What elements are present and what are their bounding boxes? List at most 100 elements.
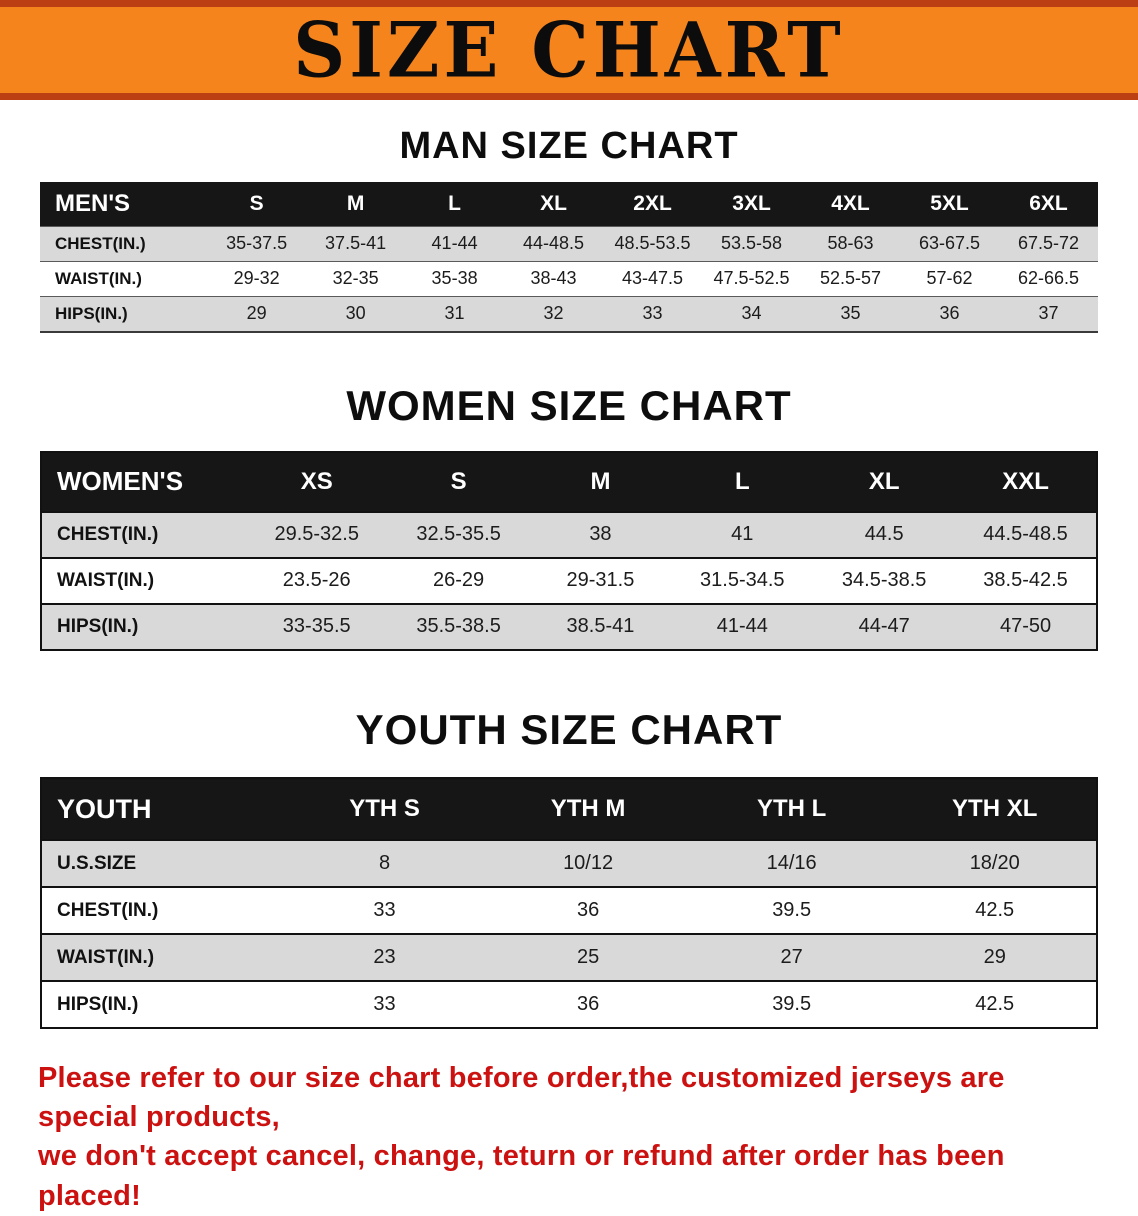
women-size-table: WOMEN'S XS S M L XL XXL CHEST(IN.) 29.5-32.5 32.5…	[40, 450, 1098, 651]
size-value-cell: 35-37.5	[226, 233, 288, 254]
size-value-cell: 35	[840, 303, 861, 324]
size-value-cell: 53.5-58	[720, 233, 783, 254]
row-label: CHEST(IN.)	[57, 523, 159, 545]
size-value-cell: 44.5-48.5	[983, 523, 1068, 546]
size-column-header: YTH L	[756, 795, 827, 823]
size-value-cell: 39.5	[772, 993, 812, 1016]
size-column-header: XS	[300, 467, 333, 495]
size-value-cell: 44.5	[864, 523, 904, 546]
size-value-cell: 8	[378, 852, 391, 875]
disclaimer-line-1: Please refer to our size chart before or…	[38, 1062, 1005, 1134]
table-row: WAIST(IN.) 23 25 27 29	[41, 934, 1097, 982]
size-column-header: 4XL	[831, 191, 870, 215]
size-value-cell: 38.5-42.5	[983, 569, 1068, 592]
row-label: CHEST(IN.)	[57, 899, 159, 921]
size-value-cell: 37.5-41	[325, 233, 387, 254]
table-row: WAIST(IN.) 23.5-26 26-29 29-31.5 31.5-34.5 34…	[41, 557, 1097, 604]
size-value-cell: 32.5-35.5	[416, 523, 501, 546]
size-value-cell: 67.5-72	[1017, 233, 1080, 254]
size-value-cell: 29-31.5	[566, 569, 635, 592]
row-label: HIPS(IN.)	[55, 303, 128, 323]
table-row: HIPS(IN.) 29 30 31 32 33 34 35 36 37	[40, 296, 1098, 332]
size-value-cell: 48.5-53.5	[614, 233, 691, 254]
size-column-header: YTH XL	[952, 795, 1038, 823]
row-label: CHEST(IN.)	[55, 233, 146, 253]
size-value-cell: 25	[576, 946, 600, 969]
table-corner-label: YOUTH	[57, 793, 152, 824]
size-value-cell: 36	[576, 899, 600, 922]
table-row: CHEST(IN.) 29.5-32.5 32.5-35.5 38 41 44.5 44.5…	[41, 511, 1097, 558]
size-value-cell: 42.5	[975, 899, 1015, 922]
disclaimer-line-2: we don't accept cancel, change, teturn o…	[38, 1140, 1005, 1212]
size-value-cell: 32-35	[332, 268, 379, 289]
table-row: CHEST(IN.) 33 36 39.5 42.5	[41, 887, 1097, 934]
table-row: U.S.SIZE 8 10/12 14/16 18/20	[41, 840, 1097, 888]
row-label: U.S.SIZE	[57, 852, 137, 874]
row-label: WAIST(IN.)	[57, 569, 155, 591]
size-value-cell: 33-35.5	[282, 615, 351, 638]
row-label: WAIST(IN.)	[55, 268, 142, 288]
size-value-cell: 23	[373, 946, 396, 969]
size-column-header: XL	[868, 467, 900, 495]
row-label: WAIST(IN.)	[57, 946, 155, 968]
table-header-row: YOUTH YTH S YTH M YTH L YTH XL	[41, 778, 1097, 841]
size-value-cell: 38-43	[530, 268, 577, 289]
table-corner-label: MEN'S	[55, 189, 131, 217]
size-value-cell: 36	[939, 303, 960, 324]
size-value-cell: 31.5-34.5	[700, 569, 785, 592]
size-value-cell: 38.5-41	[566, 615, 635, 638]
size-value-cell: 41-44	[716, 615, 768, 638]
size-column-header: YTH M	[550, 795, 626, 823]
table-corner-label: WOMEN'S	[57, 466, 184, 497]
size-value-cell: 37	[1038, 303, 1059, 324]
size-column-header: L	[734, 467, 750, 495]
size-value-cell: 38	[589, 523, 612, 546]
size-value-cell: 33	[642, 303, 663, 324]
size-column-header: XL	[540, 191, 567, 215]
size-value-cell: 36	[576, 993, 600, 1016]
size-column-header: 3XL	[732, 191, 771, 215]
size-value-cell: 44-47	[858, 615, 910, 638]
size-chart-banner: SIZE CHART	[0, 0, 1138, 100]
table-row: WAIST(IN.) 29-32 32-35 35-38 38-43 43-47.5 47.…	[40, 261, 1098, 296]
size-value-cell: 58-63	[827, 233, 874, 254]
size-column-header: XXL	[1002, 467, 1049, 495]
size-value-cell: 47-50	[999, 615, 1052, 638]
size-value-cell: 23.5-26	[282, 569, 351, 592]
size-value-cell: 52.5-57	[819, 268, 882, 289]
table-header-row: WOMEN'S XS S M L XL XXL	[41, 451, 1097, 512]
table-row: CHEST(IN.) 35-37.5 37.5-41 41-44 44-48.5 48.5…	[40, 226, 1098, 262]
size-value-cell: 27	[780, 946, 803, 969]
size-value-cell: 29	[983, 946, 1006, 969]
men-section-heading: MAN SIZE CHART	[399, 125, 739, 167]
size-value-cell: 39.5	[772, 899, 812, 922]
size-value-cell: 26-29	[433, 569, 485, 592]
size-value-cell: 30	[345, 303, 366, 324]
size-value-cell: 35.5-38.5	[416, 615, 501, 638]
size-value-cell: 14/16	[766, 852, 817, 875]
size-value-cell: 32	[543, 303, 564, 324]
size-column-header: S	[450, 467, 467, 495]
size-value-cell: 29	[246, 303, 267, 324]
size-column-header: 6XL	[1029, 191, 1068, 215]
size-value-cell: 18/20	[969, 852, 1020, 875]
row-label: HIPS(IN.)	[57, 615, 139, 637]
table-header-row: MEN'S S M L XL 2XL 3XL 4XL 5XL 6XL	[40, 181, 1098, 227]
size-value-cell: 57-62	[926, 268, 973, 289]
women-section-heading: WOMEN SIZE CHART	[346, 381, 792, 429]
youth-section-heading: YOUTH SIZE CHART	[355, 705, 783, 753]
size-value-cell: 34	[741, 303, 762, 324]
men-size-table: MEN'S S M L XL 2XL 3XL 4XL 5XL 6XL CHEST(IN.) 35-37…	[40, 181, 1098, 333]
size-column-header: YTH S	[349, 795, 420, 823]
size-column-header: 2XL	[633, 191, 672, 215]
page-title: SIZE CHART	[293, 4, 845, 95]
table-row: HIPS(IN.) 33-35.5 35.5-38.5 38.5-41 41-44 44-…	[41, 603, 1097, 650]
size-value-cell: 33	[373, 993, 396, 1016]
size-value-cell: 34.5-38.5	[841, 569, 927, 592]
size-value-cell: 29-32	[233, 268, 280, 289]
size-value-cell: 41	[731, 523, 754, 546]
size-column-header: M	[590, 467, 611, 495]
size-value-cell: 31	[444, 303, 465, 324]
size-value-cell: 62-66.5	[1017, 268, 1080, 289]
table-row: HIPS(IN.) 33 36 39.5 42.5	[41, 981, 1097, 1028]
